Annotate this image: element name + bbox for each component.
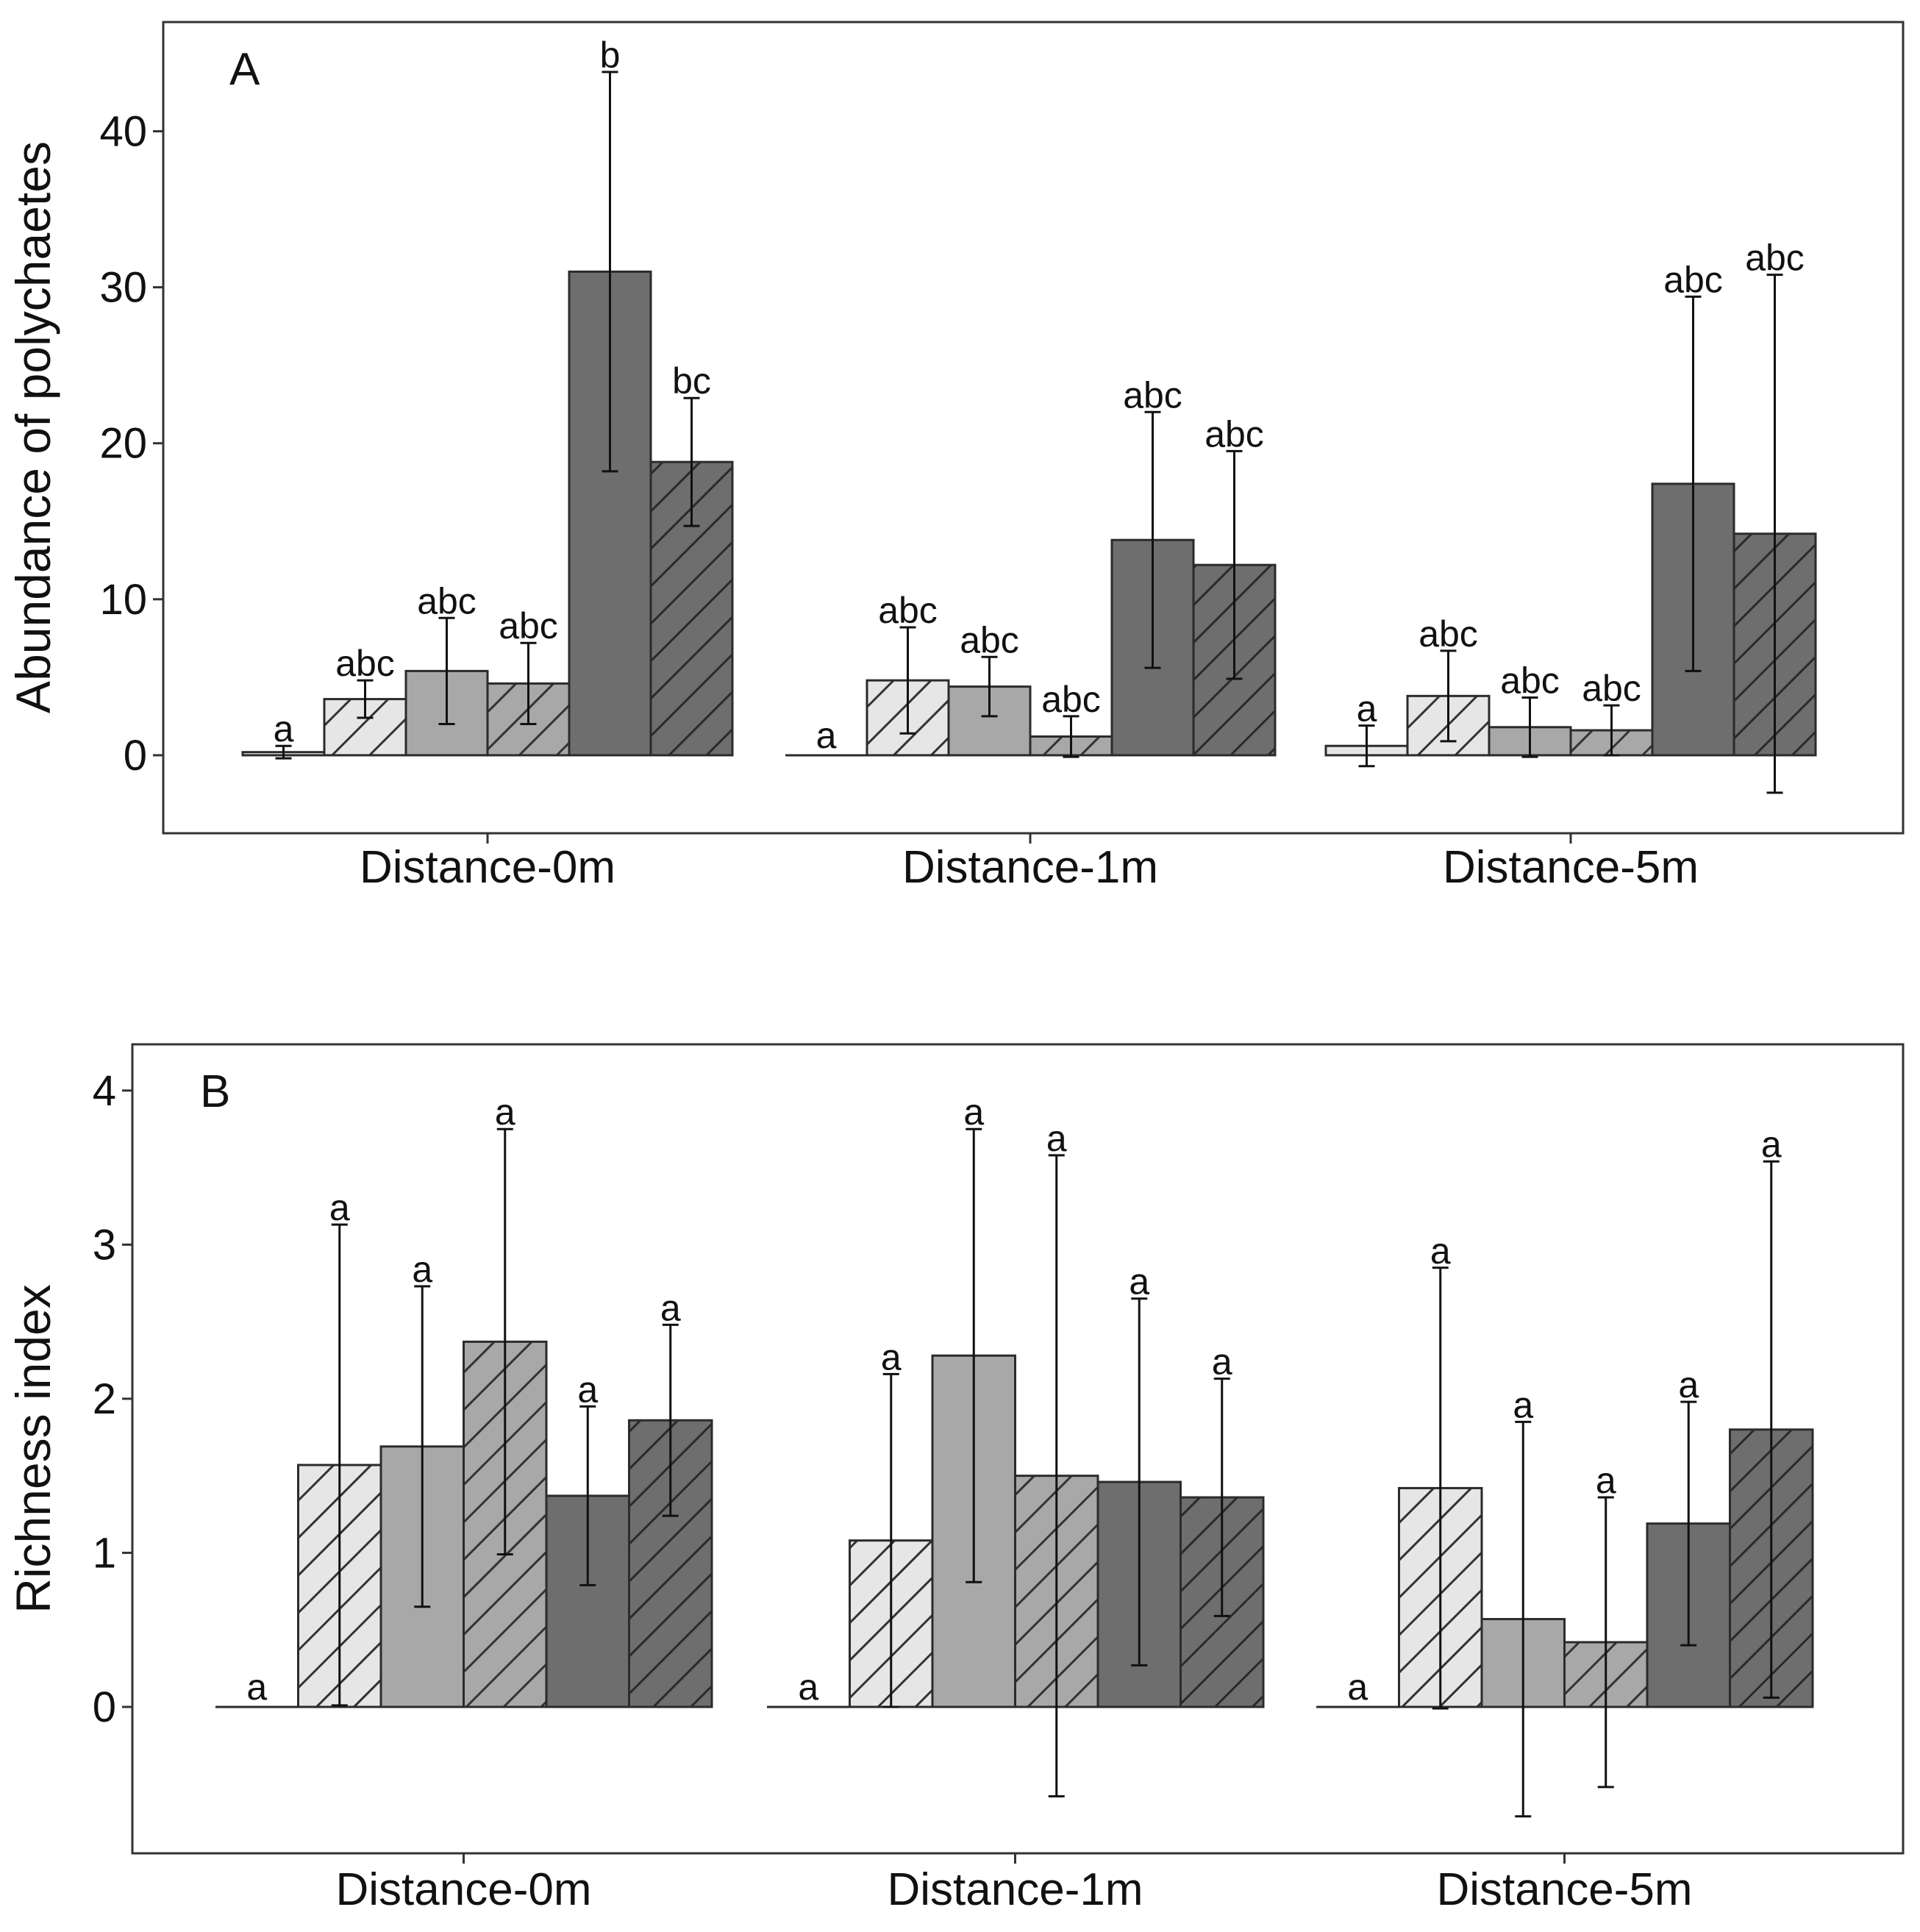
- y-tick-label: 30: [99, 264, 147, 312]
- significance-label: a: [1347, 1667, 1368, 1708]
- category-label: Distance-0m: [360, 842, 615, 893]
- y-tick-label: 4: [93, 1067, 116, 1115]
- significance-label: a: [1761, 1124, 1782, 1165]
- significance-label: a: [495, 1091, 515, 1133]
- significance-label: abc: [335, 643, 395, 684]
- significance-label: bc: [672, 360, 711, 402]
- significance-label: a: [1678, 1364, 1699, 1405]
- category-label: Distance-1m: [888, 1864, 1143, 1915]
- significance-label: a: [816, 715, 837, 756]
- significance-label: abc: [1582, 668, 1641, 709]
- plot-frame-b: [131, 1043, 1905, 1855]
- y-tick-label: 20: [99, 420, 147, 468]
- plot-frame-a: [162, 21, 1905, 835]
- panel-b: 0 1 2 3 4 Richness index B Distance-0m a a a a a a Dis…: [6, 1043, 1905, 1915]
- significance-label: a: [577, 1369, 598, 1410]
- significance-label: a: [963, 1091, 984, 1133]
- panel-a: 0 10 20 30 40 Abundance of polychaetes A Distan…: [6, 21, 1905, 893]
- significance-label: a: [1357, 688, 1377, 730]
- significance-label: a: [329, 1187, 350, 1228]
- y-tick-label: 10: [99, 576, 147, 624]
- panel-label-b: B: [200, 1066, 230, 1117]
- category-label: Distance-1m: [902, 842, 1158, 893]
- y-tick-label: 0: [93, 1683, 116, 1731]
- significance-label: abc: [1745, 238, 1805, 279]
- significance-label: a: [412, 1249, 432, 1290]
- significance-label: a: [1596, 1460, 1616, 1501]
- significance-label: a: [1212, 1341, 1232, 1383]
- significance-label: a: [881, 1336, 902, 1377]
- significance-label: abc: [878, 590, 938, 631]
- y-tick-label: 2: [93, 1375, 116, 1423]
- y-tick-label: 1: [93, 1529, 116, 1577]
- category-label: Distance-5m: [1443, 842, 1699, 893]
- significance-label: abc: [417, 580, 477, 621]
- y-tick-label: 40: [99, 107, 147, 155]
- y-axis-title-b: Richness index: [6, 1284, 60, 1614]
- significance-label: abc: [1123, 374, 1182, 416]
- category-label: Distance-5m: [1437, 1864, 1693, 1915]
- significance-label: a: [274, 708, 294, 749]
- significance-label: a: [246, 1667, 267, 1708]
- y-axis-title-a: Abundance of polychaetes: [6, 141, 60, 713]
- category-label: Distance-0m: [336, 1864, 592, 1915]
- significance-label: a: [1046, 1118, 1067, 1159]
- significance-label: a: [798, 1667, 818, 1708]
- panel-label-a: A: [229, 44, 260, 95]
- y-tick-label: 0: [124, 732, 147, 780]
- significance-label: abc: [1500, 660, 1560, 701]
- significance-label: abc: [1663, 259, 1723, 300]
- significance-label: abc: [499, 605, 558, 646]
- y-tick-label: 3: [93, 1221, 116, 1269]
- significance-label: a: [660, 1287, 681, 1328]
- significance-label: b: [600, 35, 621, 76]
- significance-label: a: [1129, 1261, 1149, 1302]
- significance-label: abc: [1205, 413, 1264, 455]
- significance-label: a: [1430, 1230, 1451, 1272]
- significance-label: abc: [960, 619, 1019, 660]
- significance-label: abc: [1041, 679, 1101, 720]
- significance-label: abc: [1418, 613, 1478, 655]
- significance-label: a: [1513, 1384, 1533, 1425]
